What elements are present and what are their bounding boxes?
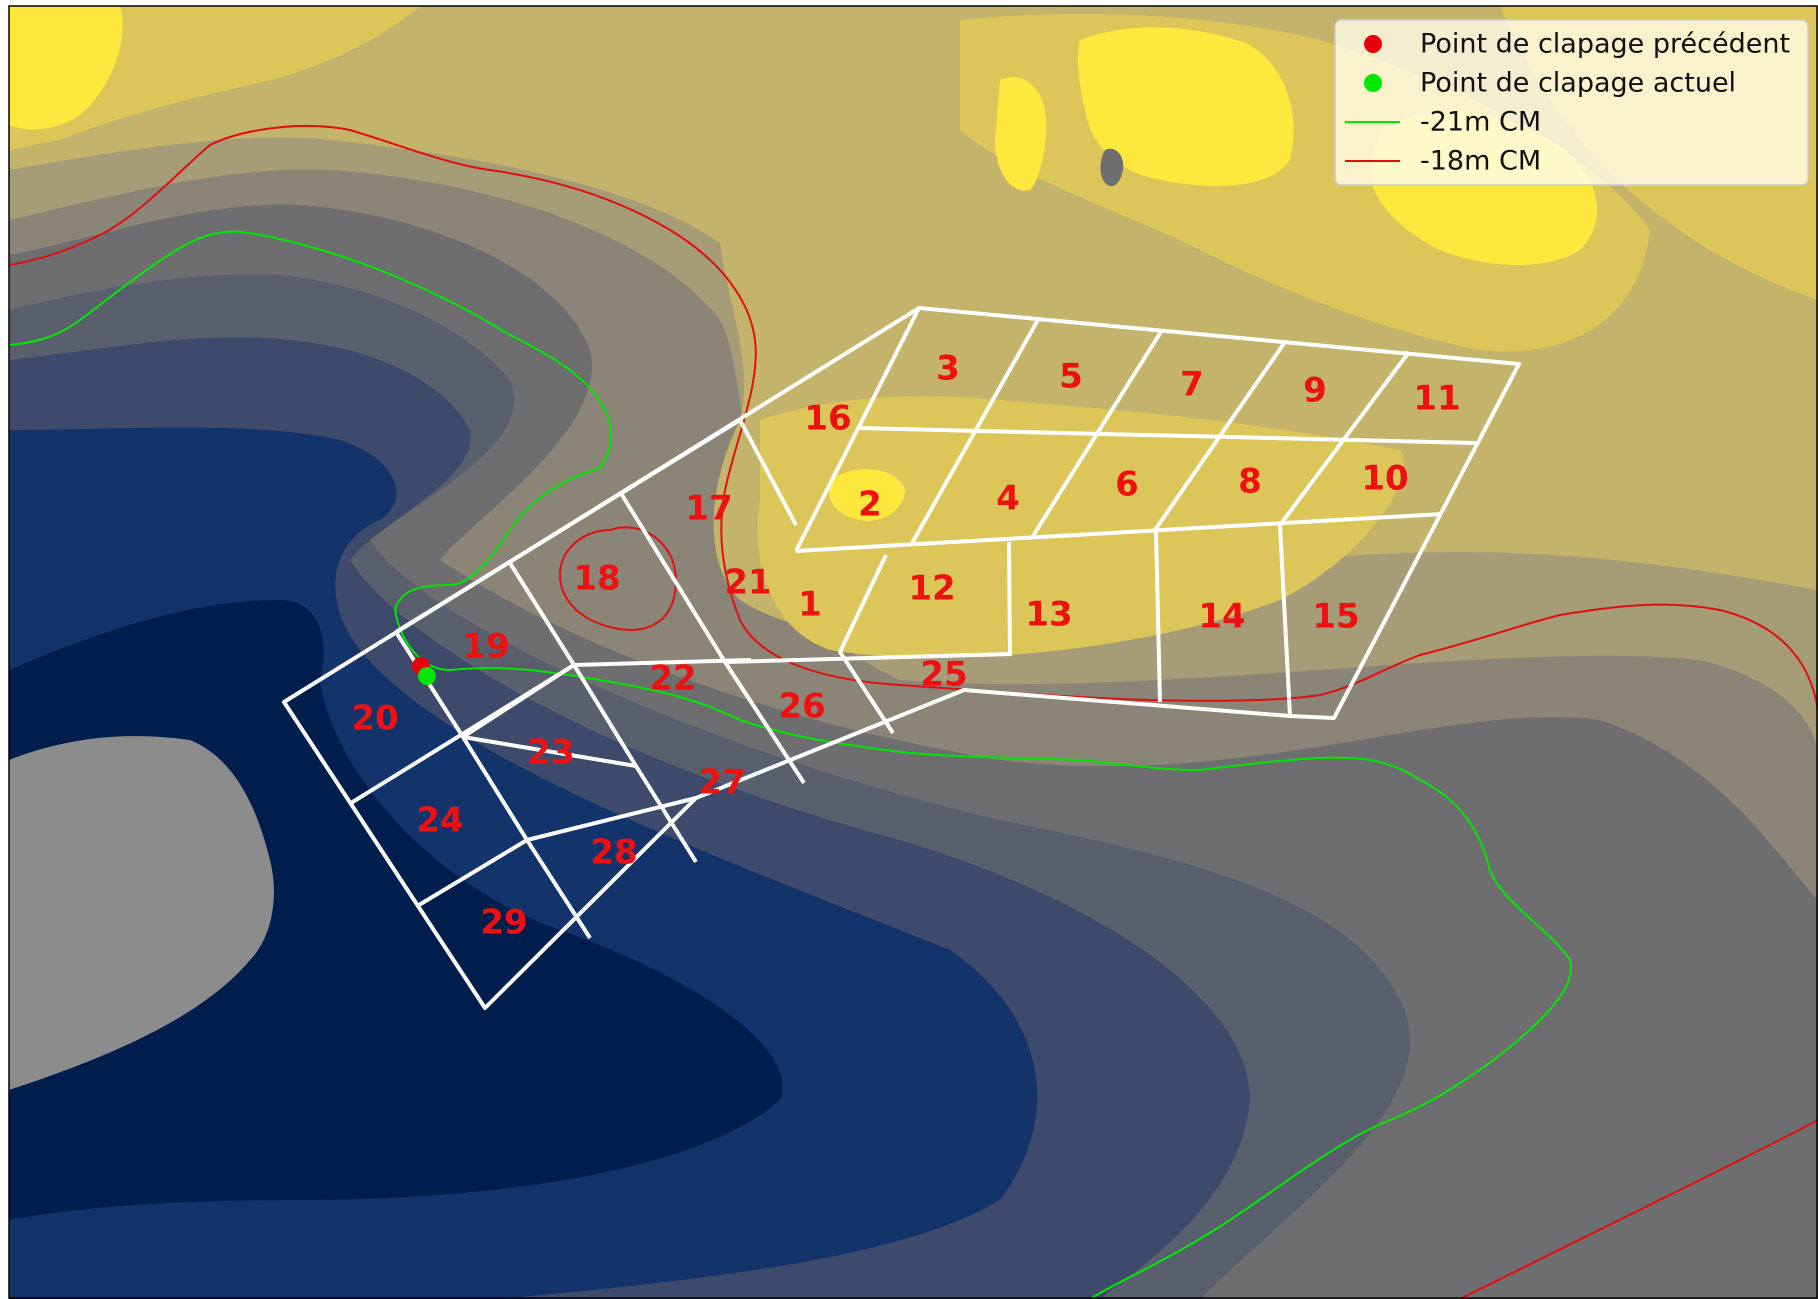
zone-label: 22 xyxy=(649,659,696,699)
zone-label: 8 xyxy=(1238,462,1262,502)
zone-label: 21 xyxy=(724,563,771,603)
depth-bands xyxy=(9,6,1818,1299)
zone-label: 3 xyxy=(936,349,960,389)
zone-label: 4 xyxy=(996,479,1020,519)
zone-label: 18 xyxy=(573,559,620,599)
zone-label: 5 xyxy=(1059,357,1083,397)
contour-minus-18m-low xyxy=(1459,1119,1818,1299)
gray-landmass xyxy=(9,736,274,1090)
zone-label: 6 xyxy=(1115,465,1139,505)
legend-label-21m: -21m CM xyxy=(1420,107,1541,138)
contour-minus-18m-ring xyxy=(558,526,677,632)
legend-label-current: Point de clapage actuel xyxy=(1420,68,1736,99)
legend: Point de clapage précédent Point de clap… xyxy=(1334,19,1809,186)
zone-label: 7 xyxy=(1180,365,1204,405)
zone-label: 25 xyxy=(920,655,967,695)
contour-minus-18m xyxy=(9,125,1818,711)
band-level-7 xyxy=(757,396,1404,658)
zone-label: 10 xyxy=(1361,459,1408,499)
zone-label: 2 xyxy=(858,485,882,525)
plot-frame xyxy=(8,5,1818,1299)
zone-label: 24 xyxy=(416,801,463,841)
zone-grid xyxy=(282,306,1521,1010)
zone-label: 26 xyxy=(778,687,825,727)
zone-label: 9 xyxy=(1303,371,1327,411)
zone-label: 11 xyxy=(1413,379,1460,419)
legend-label-previous: Point de clapage précédent xyxy=(1420,29,1790,60)
zone-label: 17 xyxy=(685,489,732,529)
zone-label: 14 xyxy=(1198,597,1245,637)
current-dump-point-marker xyxy=(418,667,436,685)
zone-label: 28 xyxy=(590,833,637,873)
zone-label: 23 xyxy=(527,733,574,773)
zone-label: 13 xyxy=(1025,595,1072,635)
legend-marker-current-icon xyxy=(1364,74,1382,92)
zone-label: 19 xyxy=(462,627,509,667)
small-gray-islet xyxy=(1100,148,1124,187)
zone-label: 16 xyxy=(804,399,851,439)
zone-label: 29 xyxy=(480,903,527,943)
zone-labels: 1 2 3 4 5 6 7 8 9 10 11 12 13 14 15 16 1… xyxy=(351,349,1460,943)
contour-minus-21m xyxy=(9,230,1572,1299)
zone-label: 1 xyxy=(798,585,822,625)
legend-label-18m: -18m CM xyxy=(1420,146,1541,177)
legend-box xyxy=(1334,19,1809,186)
zone-label: 27 xyxy=(698,763,745,803)
zone-label: 12 xyxy=(908,569,955,609)
legend-marker-previous-icon xyxy=(1364,35,1382,53)
zone-label: 20 xyxy=(351,699,398,739)
zone-label: 15 xyxy=(1312,597,1359,637)
